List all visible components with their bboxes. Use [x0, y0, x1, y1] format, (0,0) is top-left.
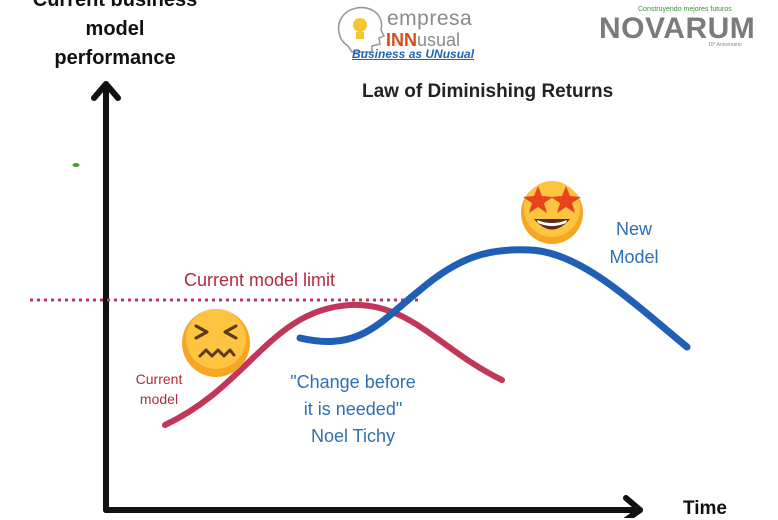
limit-label: Current model limit [184, 270, 336, 290]
star-struck-face-icon [521, 181, 583, 244]
quote: "Change before it is needed" Noel Tichy [268, 369, 438, 450]
new-model-label-line: Model [609, 247, 659, 267]
new-model-label-line: New [615, 219, 652, 239]
confounded-face-icon [182, 309, 250, 377]
y-axis-label-line: performance [54, 47, 176, 69]
x-axis-label: Time [683, 498, 728, 519]
logo-inn: INN [386, 30, 417, 50]
novarum-logo: Construyendo mejores futuros NOVARUM 10°… [598, 6, 755, 48]
new-model-label: New Model [598, 215, 670, 271]
novarum-name: NOVARUM [599, 12, 756, 45]
logo-word-innusual: INNusual [386, 30, 460, 51]
quote-line: "Change before [290, 372, 416, 392]
y-axis-label-line: model [85, 18, 145, 40]
y-axis-label-line: Current business [32, 0, 198, 11]
novarum-anniversary: 10° Aniversario [708, 42, 742, 48]
current-model-label-line: Current [135, 371, 183, 387]
y-axis-arrowhead [91, 81, 121, 101]
y-axis-label: Current business model performance [20, 0, 210, 73]
x-axis-arrowhead [623, 495, 643, 518]
current-model-label-line: model [139, 391, 179, 407]
new-model-curve [296, 246, 691, 351]
current-model-curve [162, 301, 505, 428]
quote-author: Noel Tichy [310, 426, 396, 446]
logo-usual: usual [417, 30, 461, 50]
current-model-label: Current model [129, 369, 189, 409]
logo-tagline: Business as UNusual [352, 47, 475, 61]
quote-line: it is needed" [303, 399, 403, 419]
empresa-innusual-logo: empresa INNusual Business as UNusual [336, 4, 476, 62]
novarum-tagline: Construyendo mejores futuros [638, 6, 732, 13]
green-dot [72, 163, 80, 167]
diagram-title: Law of Diminishing Returns [362, 81, 614, 102]
logo-word-empresa: empresa [387, 7, 473, 30]
lightbulb-head-icon [337, 6, 386, 53]
